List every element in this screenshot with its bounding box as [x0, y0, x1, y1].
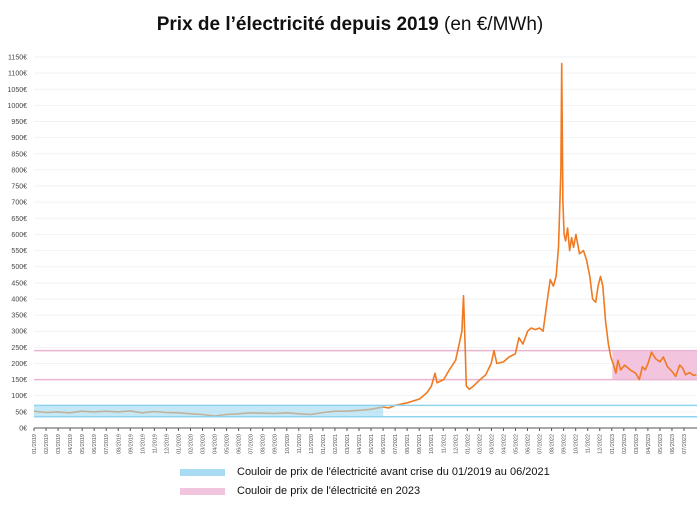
- x-tick-label: 07/2023: [682, 434, 688, 454]
- title-unit: (en €/MWh): [444, 14, 544, 35]
- x-tick-label: 11/2021: [441, 434, 447, 453]
- x-tick-label: 08/2020: [261, 434, 267, 454]
- x-tick-label: 03/2023: [634, 434, 640, 454]
- y-tick-label: 650€: [11, 216, 27, 223]
- x-tick-label: 01/2023: [610, 434, 616, 454]
- x-tick-label: 06/2020: [237, 434, 243, 454]
- x-tick-label: 10/2019: [140, 434, 146, 454]
- x-tick-label: 04/2020: [213, 434, 219, 454]
- x-tick-label: 07/2020: [249, 434, 255, 454]
- y-tick-label: 800€: [11, 167, 27, 174]
- x-tick-label: 09/2021: [417, 434, 423, 454]
- chart-title: Prix de l’électricité depuis 2019 (en €/…: [0, 14, 700, 36]
- x-tick-label: 10/2021: [429, 434, 435, 454]
- band-2023-fill: [612, 350, 697, 380]
- y-tick-label: 500€: [11, 264, 27, 271]
- x-tick-label: 06/2022: [526, 434, 532, 454]
- y-tick-label: 150€: [11, 377, 27, 384]
- y-tick-label: 450€: [11, 280, 27, 287]
- title-main: Prix de l’électricité depuis 2019: [156, 14, 439, 35]
- x-tick-label: 01/2022: [465, 434, 471, 454]
- x-tick-label: 02/2020: [188, 434, 194, 454]
- x-tick-label: 03/2021: [345, 434, 351, 454]
- legend-item-pre-crisis: Couloir de prix de l'électricité avant c…: [180, 466, 550, 478]
- x-tick-label: 08/2022: [550, 434, 556, 454]
- x-tick-label: 09/2022: [562, 434, 568, 454]
- x-tick-label: 07/2022: [538, 434, 544, 454]
- x-tick-label: 07/2021: [393, 434, 399, 454]
- y-tick-label: 1050€: [8, 87, 28, 94]
- x-tick-label: 10/2022: [574, 434, 580, 454]
- x-tick-label: 02/2021: [333, 434, 339, 454]
- legend-label: Couloir de prix de l'électricité en 2023: [237, 485, 421, 497]
- x-tick-label: 11/2020: [297, 434, 303, 453]
- x-tick-label: 01/2019: [32, 434, 38, 454]
- y-tick-label: 1100€: [8, 71, 27, 78]
- band-pre-crisis-fill: [34, 405, 384, 417]
- y-tick-label: 0€: [19, 426, 27, 433]
- x-tick-label: 12/2022: [598, 434, 604, 454]
- x-tick-label: 10/2020: [285, 434, 291, 454]
- x-tick-label: 12/2019: [164, 434, 170, 454]
- y-tick-label: 350€: [11, 313, 27, 320]
- x-tick-label: 12/2021: [453, 434, 459, 454]
- y-tick-label: 300€: [11, 329, 27, 336]
- x-tick-label: 11/2022: [586, 434, 592, 453]
- y-tick-label: 600€: [11, 232, 27, 239]
- x-tick-label: 01/2021: [321, 434, 327, 454]
- x-tick-label: 06/2021: [381, 434, 387, 454]
- legend-label: Couloir de prix de l'électricité avant c…: [237, 466, 550, 478]
- y-tick-label: 550€: [11, 248, 27, 255]
- y-tick-label: 1150€: [8, 55, 27, 62]
- x-tick-label: 05/2019: [80, 434, 86, 454]
- y-tick-label: 700€: [11, 200, 27, 207]
- x-tick-label: 03/2020: [201, 434, 207, 454]
- y-tick-label: 750€: [11, 184, 27, 191]
- x-tick-label: 02/2022: [477, 434, 483, 454]
- x-tick-label: 02/2019: [44, 434, 50, 454]
- y-tick-label: 400€: [11, 296, 27, 303]
- x-tick-label: 11/2019: [152, 434, 158, 453]
- x-tick-label: 02/2023: [622, 434, 628, 454]
- x-tick-label: 08/2019: [116, 434, 122, 454]
- x-tick-label: 09/2019: [128, 434, 134, 454]
- x-tick-label: 05/2020: [225, 434, 231, 454]
- x-tick-label: 01/2020: [176, 434, 182, 454]
- legend-swatch-blue: [180, 468, 225, 476]
- x-tick-label: 05/2023: [658, 434, 664, 454]
- y-tick-label: 1000€: [8, 103, 28, 110]
- y-tick-label: 200€: [11, 361, 27, 368]
- x-tick-label: 03/2022: [489, 434, 495, 454]
- x-tick-label: 08/2021: [405, 434, 411, 454]
- x-tick-label: 09/2020: [273, 434, 279, 454]
- x-tick-label: 04/2021: [357, 434, 363, 454]
- x-tick-label: 06/2019: [92, 434, 98, 454]
- x-tick-label: 05/2022: [513, 434, 519, 454]
- x-tick-label: 04/2023: [646, 434, 652, 454]
- y-tick-label: 850€: [11, 151, 27, 158]
- x-tick-label: 04/2022: [501, 434, 507, 454]
- y-tick-label: 100€: [11, 393, 27, 400]
- x-tick-label: 04/2019: [68, 434, 74, 454]
- legend-swatch-pink: [180, 487, 225, 495]
- y-tick-label: 250€: [11, 345, 27, 352]
- y-tick-label: 950€: [11, 119, 27, 126]
- x-tick-label: 06/2023: [670, 434, 676, 454]
- y-tick-label: 50€: [15, 409, 27, 416]
- x-tick-label: 12/2020: [309, 434, 315, 454]
- x-tick-label: 05/2021: [369, 434, 375, 454]
- x-tick-label: 03/2019: [56, 434, 62, 454]
- y-tick-label: 900€: [11, 135, 27, 142]
- x-tick-label: 07/2019: [104, 434, 110, 454]
- legend-item-2023: Couloir de prix de l'électricité en 2023: [180, 485, 420, 497]
